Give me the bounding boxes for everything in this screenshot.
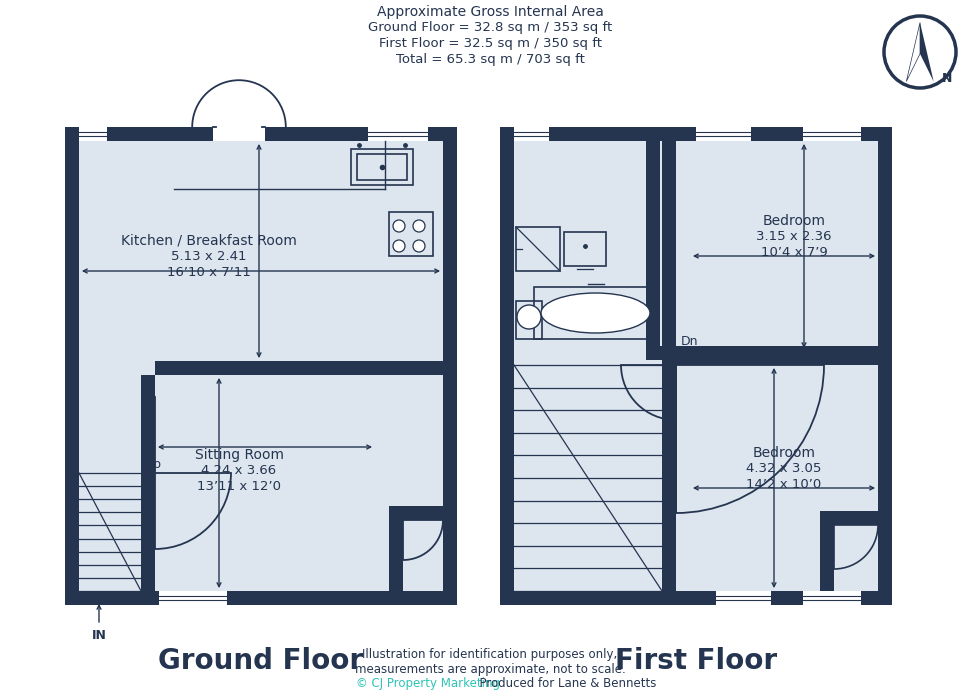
Circle shape — [884, 16, 956, 88]
Text: Kitchen / Breakfast Room: Kitchen / Breakfast Room — [122, 234, 297, 248]
Bar — [389, 506, 443, 591]
Text: First Floor: First Floor — [614, 647, 777, 675]
Bar — [79, 473, 141, 591]
Text: Dn: Dn — [681, 335, 699, 348]
Bar — [500, 591, 892, 605]
Bar — [514, 141, 878, 591]
Bar — [79, 141, 443, 591]
Bar — [820, 511, 834, 591]
Circle shape — [517, 305, 541, 329]
Circle shape — [413, 240, 425, 252]
Bar — [564, 232, 606, 266]
Bar — [65, 591, 457, 605]
Ellipse shape — [541, 293, 650, 333]
Text: 4.24 x 3.66: 4.24 x 3.66 — [202, 464, 276, 477]
Text: Produced for Lane & Bennetts: Produced for Lane & Bennetts — [472, 677, 657, 690]
Text: Approximate Gross Internal Area: Approximate Gross Internal Area — [376, 5, 604, 19]
Bar — [65, 127, 457, 141]
Polygon shape — [906, 22, 920, 81]
Text: measurements are approximate, not to scale.: measurements are approximate, not to sca… — [355, 663, 625, 676]
Bar — [159, 591, 227, 605]
Bar — [716, 591, 771, 605]
Text: IN: IN — [91, 629, 107, 642]
Text: Up: Up — [145, 458, 162, 471]
Bar — [141, 375, 155, 591]
Bar — [500, 127, 892, 141]
Text: 5.13 x 2.41: 5.13 x 2.41 — [172, 250, 247, 263]
Bar — [389, 506, 443, 520]
Bar — [213, 127, 265, 141]
Bar — [662, 141, 676, 356]
Text: Ground Floor: Ground Floor — [159, 647, 364, 675]
Bar — [820, 511, 878, 525]
Text: 16’10 x 7’11: 16’10 x 7’11 — [167, 266, 251, 279]
Text: First Floor = 32.5 sq m / 350 sq ft: First Floor = 32.5 sq m / 350 sq ft — [378, 37, 602, 50]
Text: Sitting Room: Sitting Room — [194, 448, 283, 462]
Text: 10’4 x 7’9: 10’4 x 7’9 — [760, 246, 827, 259]
Bar — [516, 227, 560, 271]
Bar — [65, 127, 79, 605]
Bar — [646, 141, 660, 346]
Bar — [516, 301, 542, 339]
Text: Ground Floor = 32.8 sq m / 353 sq ft: Ground Floor = 32.8 sq m / 353 sq ft — [368, 21, 612, 34]
Circle shape — [413, 220, 425, 232]
Bar — [357, 154, 407, 180]
Bar — [389, 506, 403, 591]
Bar — [389, 212, 433, 256]
Circle shape — [393, 220, 405, 232]
Bar — [79, 127, 107, 141]
Text: N: N — [942, 71, 953, 85]
Text: 14’2 x 10’0: 14’2 x 10’0 — [747, 478, 821, 491]
Text: 3.15 x 2.36: 3.15 x 2.36 — [757, 230, 832, 243]
Polygon shape — [920, 22, 934, 81]
Bar — [646, 346, 878, 360]
Bar — [534, 287, 657, 339]
Bar — [803, 127, 861, 141]
Bar — [351, 149, 413, 185]
Text: 4.32 x 3.05: 4.32 x 3.05 — [747, 462, 821, 475]
Circle shape — [393, 240, 405, 252]
Bar — [820, 511, 878, 591]
Bar — [443, 127, 457, 605]
Text: Bedroom: Bedroom — [753, 446, 815, 460]
Bar — [676, 351, 878, 365]
Bar — [368, 127, 428, 141]
Bar — [878, 127, 892, 605]
Bar — [500, 127, 514, 605]
Text: Bedroom: Bedroom — [762, 214, 825, 228]
Bar — [514, 127, 549, 141]
Bar — [696, 127, 751, 141]
Bar — [514, 365, 662, 591]
Bar — [803, 591, 861, 605]
Text: © CJ Property Marketing: © CJ Property Marketing — [356, 677, 500, 690]
Text: Total = 65.3 sq m / 703 sq ft: Total = 65.3 sq m / 703 sq ft — [396, 53, 584, 66]
Text: 13’11 x 12’0: 13’11 x 12’0 — [197, 480, 281, 493]
Bar — [155, 361, 443, 375]
Bar — [662, 141, 676, 591]
Text: Illustration for identification purposes only,: Illustration for identification purposes… — [363, 648, 617, 661]
